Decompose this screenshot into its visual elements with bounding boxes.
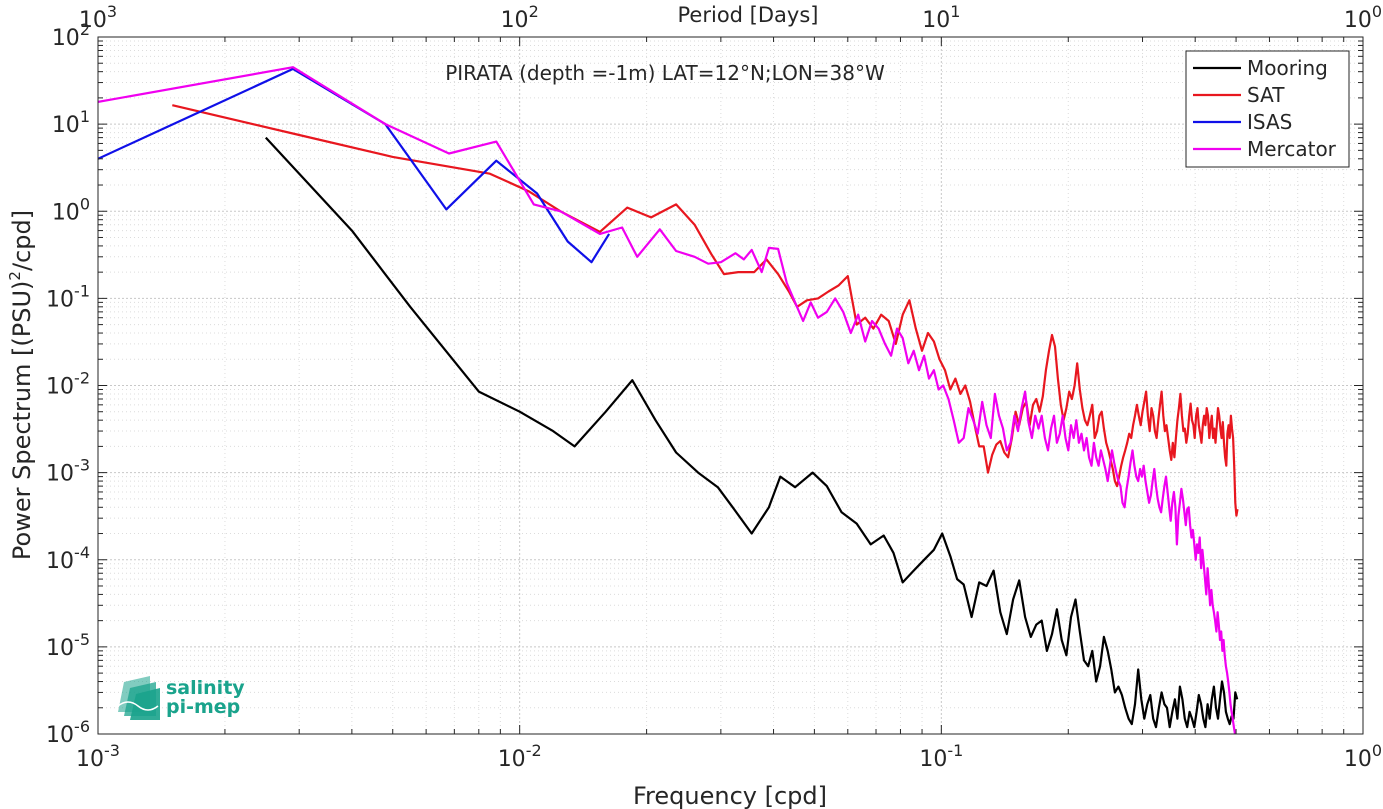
x-tick-label: 10-1 xyxy=(919,741,963,772)
top-tick-labels: 103 102 101 100 xyxy=(79,2,1382,33)
y-axis-label: Power Spectrum [(PSU)2/cpd] xyxy=(6,210,36,560)
legend: Mooring SAT ISAS Mercator xyxy=(1185,50,1350,168)
y-tick-label: 10-1 xyxy=(46,281,90,312)
top-tick-label: 100 xyxy=(1344,2,1382,33)
y-tick-label: 101 xyxy=(52,107,90,138)
y-tick-label: 100 xyxy=(52,194,90,225)
logo-line2: pi-mep xyxy=(166,696,240,718)
major-grid xyxy=(97,36,1364,735)
x-tick-labels: 10-3 10-2 10-1 100 xyxy=(76,741,1382,772)
top-tick-label: 103 xyxy=(79,2,117,33)
series-layer xyxy=(98,66,1239,734)
y-tick-label: 10-6 xyxy=(46,717,90,748)
salinity-pi-mep-logo: salinity pi-mep xyxy=(117,676,245,720)
legend-label-mooring: Mooring xyxy=(1247,56,1328,80)
top-axis-label: Period [Days] xyxy=(678,3,819,27)
legend-label-mercator: Mercator xyxy=(1247,137,1337,161)
chart-title: PIRATA (depth =-1m) LAT=12°N;LON=38°W xyxy=(445,61,885,85)
y-tick-label: 102 xyxy=(52,20,90,51)
y-tick-label: 10-2 xyxy=(46,369,90,400)
series-sat-line xyxy=(172,104,1239,517)
legend-box xyxy=(1185,50,1350,168)
y-tick-label: 10-4 xyxy=(46,543,90,574)
legend-label-sat: SAT xyxy=(1247,83,1285,107)
top-tick-label: 101 xyxy=(922,2,960,33)
x-tick-label: 10-3 xyxy=(76,741,120,772)
tick-marks xyxy=(97,36,1364,735)
legend-label-isas: ISAS xyxy=(1247,110,1292,134)
y-tick-label: 10-3 xyxy=(46,456,90,487)
series-mercator-line xyxy=(98,66,1237,734)
series-mooring-line xyxy=(264,136,1239,729)
x-tick-label: 10-2 xyxy=(498,741,542,772)
logo-line1: salinity xyxy=(166,677,245,699)
y-tick-label: 10-5 xyxy=(46,630,90,661)
top-tick-label: 102 xyxy=(501,2,539,33)
logo-mark-icon xyxy=(117,676,160,720)
x-axis-label: Frequency [cpd] xyxy=(633,782,827,809)
y-tick-labels: 10-6 10-5 10-4 10-3 10-2 10-1 100 101 102 xyxy=(46,20,90,748)
x-tick-label: 100 xyxy=(1344,741,1382,772)
